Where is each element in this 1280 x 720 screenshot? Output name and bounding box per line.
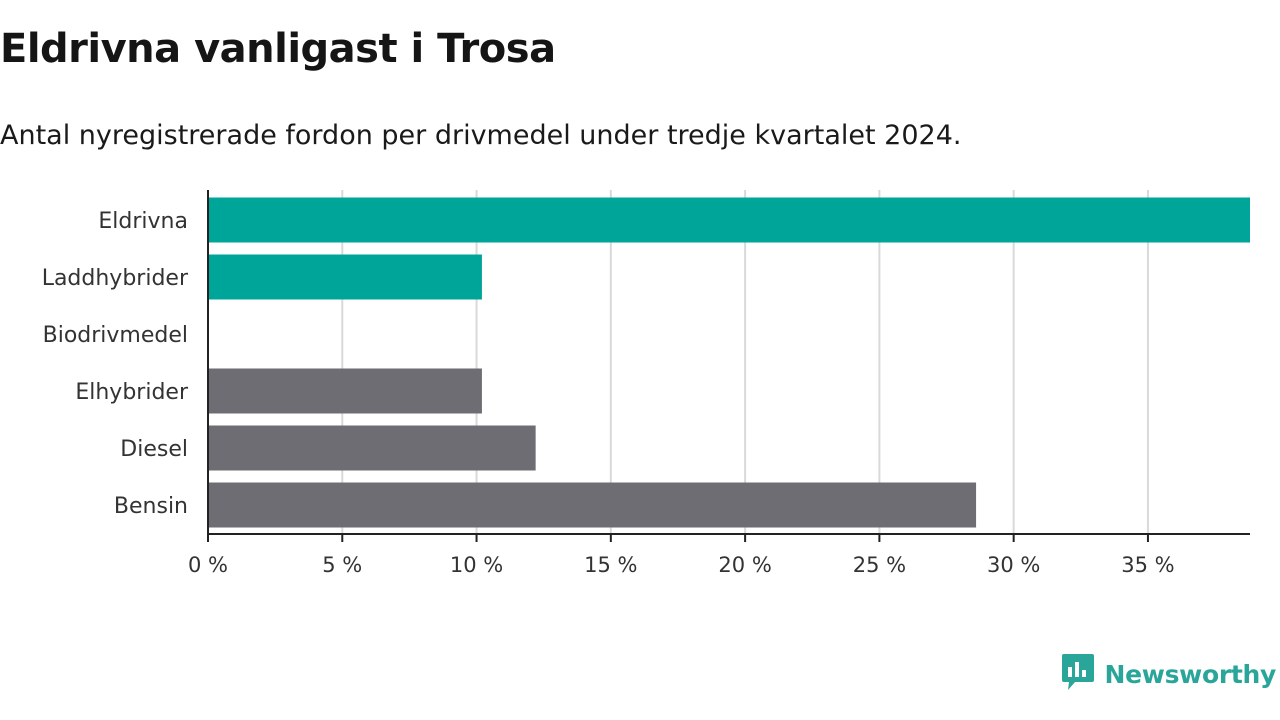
newsworthy-logo: Newsworthy [1061, 652, 1277, 696]
x-tick-label: 15 % [584, 553, 637, 577]
bar-bensin [208, 482, 977, 528]
x-tick-label: 0 % [188, 553, 228, 577]
bar-laddhybrider [208, 254, 482, 300]
x-tick-label: 30 % [987, 553, 1040, 577]
x-tick-label: 10 % [450, 553, 503, 577]
chart-title: Eldrivna vanligast i Trosa [0, 26, 556, 72]
x-tick-label: 5 % [322, 553, 362, 577]
bar-diesel [208, 425, 536, 471]
category-label: Biodrivmedel [43, 323, 188, 348]
category-label: Diesel [120, 437, 188, 462]
category-label: Bensin [114, 494, 188, 519]
bar-eldrivna [208, 197, 1250, 243]
x-tick-label: 25 % [853, 553, 906, 577]
category-label: Laddhybrider [42, 266, 189, 291]
category-label: Elhybrider [75, 380, 189, 405]
bar-chart-speech-bubble-icon [1061, 652, 1095, 696]
x-tick-label: 20 % [718, 553, 771, 577]
chart-subtitle: Antal nyregistrerade fordon per drivmede… [0, 120, 962, 151]
bar-elhybrider [208, 368, 482, 414]
bar-chart: Eldrivna Laddhybrider Biodrivmedel Elhybrid… [42, 190, 1250, 577]
brand-name: Newsworthy [1104, 659, 1277, 689]
x-tick-label: 35 % [1121, 553, 1174, 577]
category-label: Eldrivna [98, 209, 188, 234]
